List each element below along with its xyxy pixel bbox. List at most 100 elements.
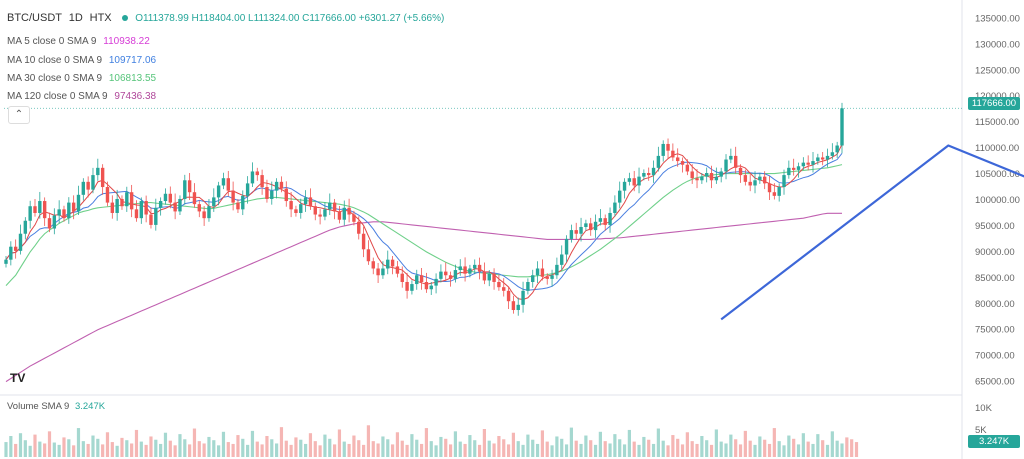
volume-bar (410, 434, 414, 457)
volume-bar (250, 430, 255, 457)
candle (342, 207, 346, 220)
candle (840, 108, 844, 146)
volume-bar (275, 443, 279, 457)
volume-bar (405, 444, 409, 457)
volume-bar (753, 444, 757, 457)
volume-bar (719, 441, 723, 457)
candle (299, 204, 303, 213)
candle (656, 155, 661, 168)
candle (511, 301, 516, 311)
volume-bar (700, 436, 704, 457)
volume-bar (120, 437, 124, 457)
candle (463, 266, 467, 274)
candle (704, 173, 709, 177)
exchange-label[interactable]: HTX (89, 12, 112, 24)
volume-bar (270, 439, 274, 457)
interval-label[interactable]: 1D (68, 12, 83, 24)
candle (680, 161, 685, 165)
ma-legend-5[interactable]: MA 5 close 0 SMA 9 110938.22 (7, 36, 150, 47)
candle (477, 264, 482, 272)
volume-bar (618, 439, 622, 457)
volume-bar (38, 441, 42, 457)
chart-header: BTC/USDT 1D HTX O111378.99 H118404.00 L1… (7, 12, 444, 24)
volume-bar (806, 441, 810, 457)
tradingview-logo[interactable]: TV (10, 371, 26, 385)
volume-bar (390, 444, 395, 457)
candle (492, 273, 496, 282)
volume-bar (178, 434, 182, 457)
volume-bar (192, 428, 197, 457)
volume-bar (299, 439, 303, 457)
candle (284, 188, 288, 202)
candle (274, 181, 279, 191)
volume-bar (792, 438, 796, 457)
volume-bar (468, 435, 472, 457)
volume-bar (738, 444, 743, 457)
volume-bar (613, 434, 617, 457)
volume-bar (458, 441, 462, 457)
volume-bar (502, 439, 506, 457)
volume-legend[interactable]: Volume SMA 9 3.247K (7, 401, 105, 412)
candle (323, 209, 327, 217)
candle (434, 278, 438, 286)
volume-bar (347, 443, 351, 457)
volume-bar (845, 437, 849, 457)
volume-bar (734, 439, 738, 457)
volume-bar (154, 439, 158, 457)
y-tick-label: 70000.00 (975, 351, 1015, 362)
candle (86, 181, 90, 190)
candle (212, 197, 216, 207)
candle (33, 206, 37, 213)
candle (830, 152, 835, 156)
volume-bar (511, 432, 515, 457)
candle (506, 290, 511, 302)
candle (733, 155, 738, 168)
candle (584, 223, 588, 227)
volume-bar (91, 435, 95, 457)
volume-bar (569, 427, 573, 457)
candle (192, 192, 197, 205)
candle (415, 275, 419, 285)
volume-bar (531, 439, 535, 457)
volume-bar (265, 436, 269, 457)
candle (352, 214, 356, 222)
candle (318, 214, 322, 217)
candle (207, 206, 211, 219)
candle (545, 276, 549, 279)
ma-legend-30[interactable]: MA 30 close 0 SMA 9 106813.55 (7, 73, 156, 84)
volume-bar (212, 440, 216, 457)
candle (129, 192, 134, 210)
ma-legend-10[interactable]: MA 10 close 0 SMA 9 109717.06 (7, 55, 156, 66)
ma-legend-120[interactable]: MA 120 close 0 SMA 9 97436.38 (7, 91, 156, 102)
candle (453, 270, 458, 279)
volume-bar (357, 440, 361, 457)
candle (410, 284, 414, 291)
candle (294, 209, 298, 213)
volume-bar (830, 431, 834, 457)
candle (603, 218, 607, 225)
volume-bar (115, 445, 119, 457)
chevron-up-icon[interactable]: ⌃ (8, 106, 30, 124)
candle (468, 268, 472, 274)
volume-bar (415, 439, 419, 457)
volume-bar (395, 432, 400, 457)
volume-bar (477, 444, 482, 457)
candle (439, 271, 443, 279)
volume-bar (850, 439, 854, 457)
candle (560, 254, 564, 265)
symbol-label[interactable]: BTC/USDT (7, 12, 62, 24)
candle (502, 287, 506, 291)
candle (52, 215, 57, 229)
volume-bar (28, 445, 32, 457)
candle (608, 212, 612, 225)
volume-bar (226, 442, 230, 457)
candle (381, 268, 385, 276)
volume-bar (217, 445, 221, 457)
ma-legend-label: MA 5 close 0 SMA 9 (7, 36, 97, 47)
volume-bar (246, 444, 250, 457)
candle (622, 181, 627, 191)
volume-bar (593, 444, 598, 457)
volume-bar (371, 441, 375, 457)
volume-bar (284, 440, 288, 457)
